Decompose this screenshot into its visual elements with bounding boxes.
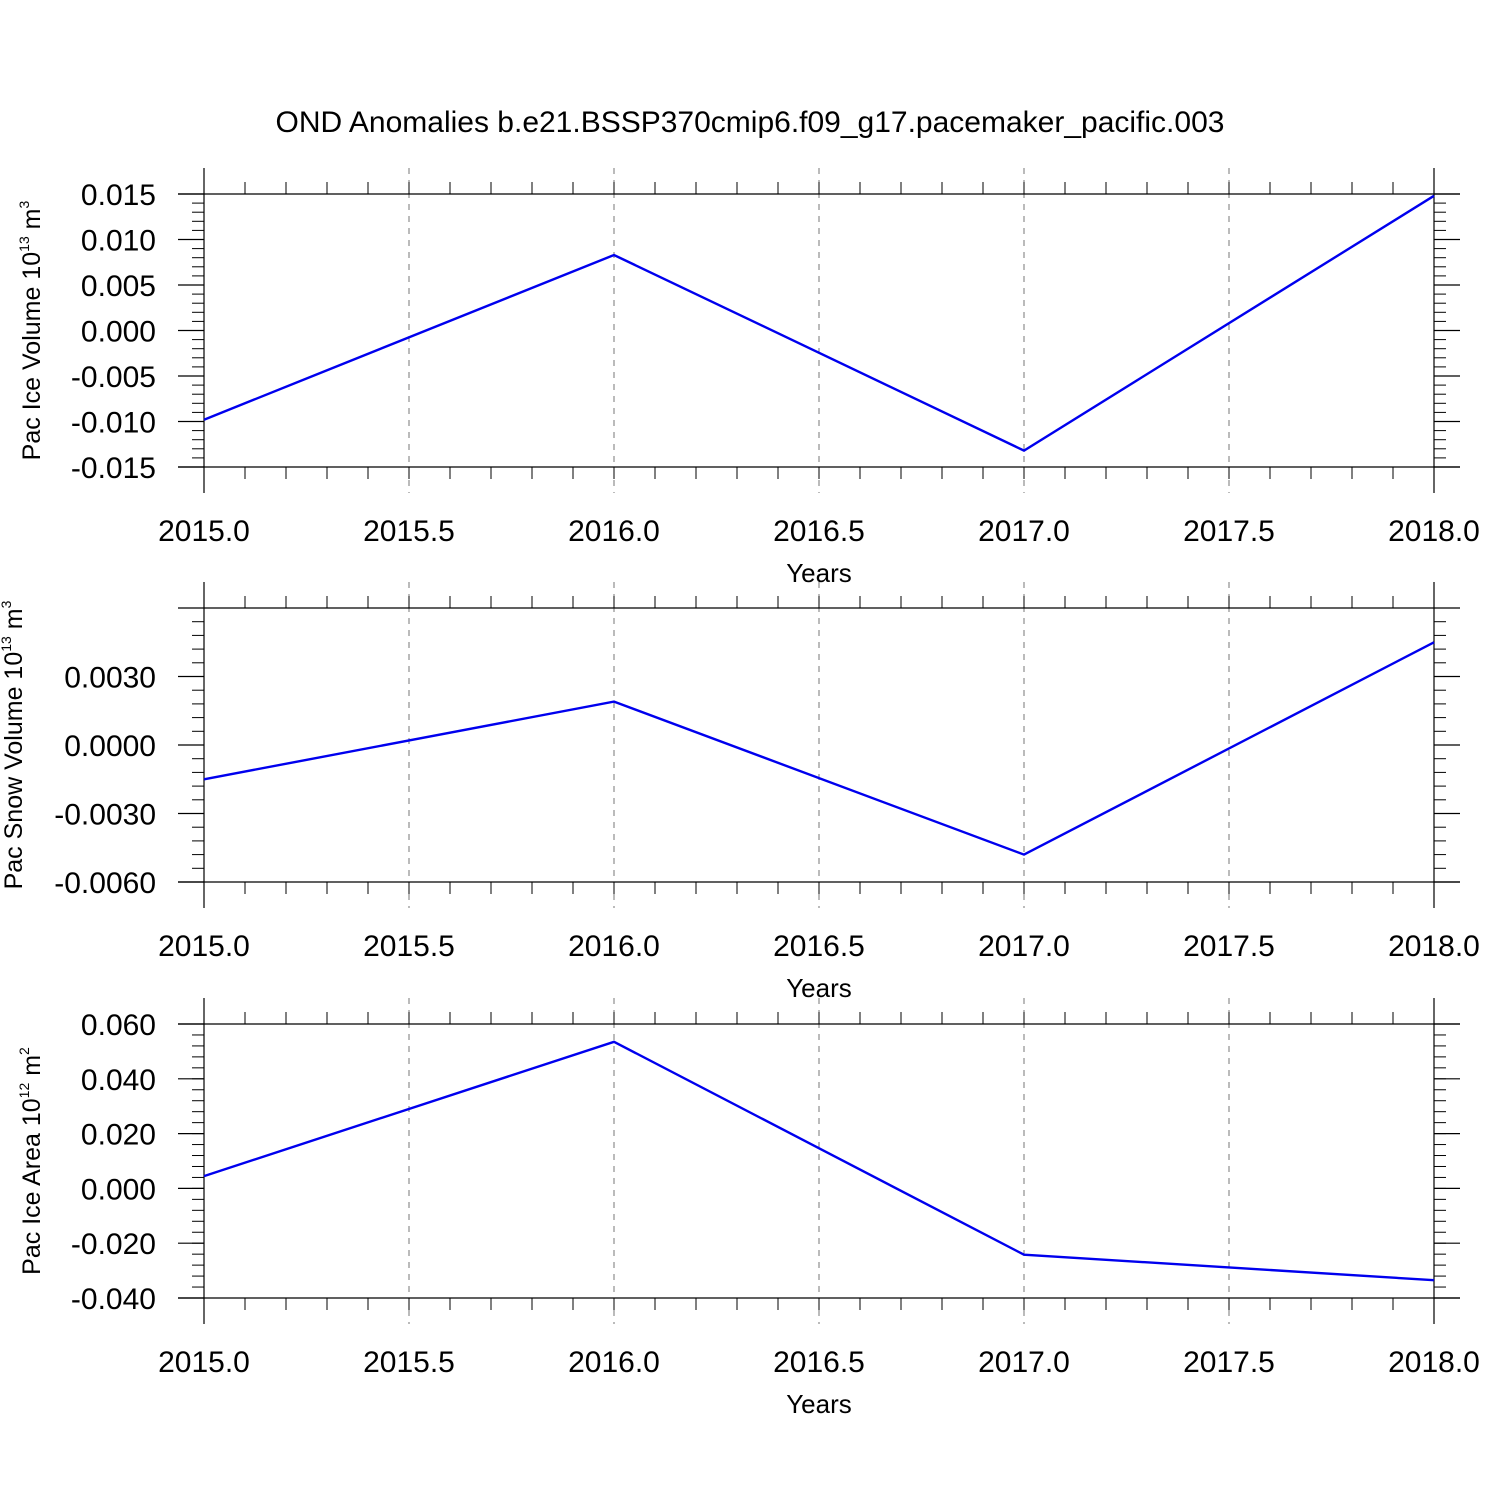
y-tick-label: 0.000	[81, 316, 156, 349]
y-label-prefix: Pac Snow Volume 10	[0, 652, 28, 890]
x-tick-label: 2016.0	[568, 930, 660, 963]
panel-2: -0.0060 -0.0030 0.0000 0.0030 2015.0 2015.5 20…	[0, 582, 1480, 1003]
y-label-unit-exponent: 2	[16, 1047, 32, 1055]
x-tick-label: 2017.5	[1183, 515, 1275, 548]
x-tick-label: 2015.0	[158, 515, 250, 548]
y-tick-label: -0.010	[71, 407, 156, 440]
y-tick-label: 0.0000	[64, 730, 156, 763]
y-tick-label: -0.0060	[54, 867, 156, 900]
series-line	[203, 641, 1435, 856]
x-tick-label: 2016.0	[568, 1346, 660, 1379]
x-tick-label: 2015.5	[363, 1346, 455, 1379]
y-tick-label: 0.000	[81, 1173, 156, 1206]
x-tick-label: 2016.5	[773, 930, 865, 963]
y-label-exponent: 12	[16, 1083, 32, 1099]
y-tick-label: 0.040	[81, 1064, 156, 1097]
y-tick-label: 0.060	[81, 1009, 156, 1042]
y-axis-label: Pac Ice Area 1012 m2	[16, 1047, 46, 1275]
x-tick-label: 2016.5	[773, 1346, 865, 1379]
y-tick-label: 0.010	[81, 225, 156, 258]
y-axis-label: Pac Snow Volume 1013 m3	[0, 600, 28, 889]
x-tick-label: 2017.0	[978, 515, 1070, 548]
y-tick-label: 0.020	[81, 1119, 156, 1152]
x-tick-label: 2017.0	[978, 1346, 1070, 1379]
y-label-exponent: 13	[16, 236, 32, 252]
y-label-unit-exponent: 3	[0, 600, 14, 608]
x-tick-label: 2017.5	[1183, 1346, 1275, 1379]
y-label-unit: m	[18, 208, 46, 236]
x-tick-label: 2016.5	[773, 515, 865, 548]
x-tick-label: 2016.0	[568, 515, 660, 548]
y-label-prefix: Pac Ice Area 10	[18, 1098, 46, 1275]
x-tick-label: 2017.5	[1183, 930, 1275, 963]
y-axis-label: Pac Ice Volume 1013 m3	[16, 200, 46, 460]
figure-title: OND Anomalies b.e21.BSSP370cmip6.f09_g17…	[276, 106, 1225, 139]
x-axis-label: Years	[786, 1389, 852, 1419]
y-tick-label: -0.0030	[54, 799, 156, 832]
x-tick-label: 2015.5	[363, 515, 455, 548]
y-tick-label: -0.020	[71, 1228, 156, 1261]
y-label-exponent: 13	[0, 636, 14, 652]
x-tick-label: 2017.0	[978, 930, 1070, 963]
panel-3: -0.040 -0.020 0.000 0.020 0.040 0.060 2015.0 20…	[16, 998, 1480, 1419]
x-tick-label: 2018.0	[1388, 930, 1480, 963]
y-label-unit-exponent: 3	[16, 200, 32, 208]
x-tick-label: 2015.5	[363, 930, 455, 963]
x-tick-label: 2018.0	[1388, 515, 1480, 548]
y-tick-label: 0.005	[81, 270, 156, 303]
x-tick-label: 2015.0	[158, 1346, 250, 1379]
y-label-prefix: Pac Ice Volume 10	[18, 252, 46, 460]
panel-1: -0.015 -0.010 -0.005 0.000 0.005 0.010 0.015 20…	[16, 168, 1480, 588]
y-tick-label: -0.015	[71, 452, 156, 485]
y-label-unit: m	[0, 608, 28, 636]
panels: -0.015-0.010-0.0050.0000.0050.0100.01520…	[0, 168, 1480, 1419]
x-tick-label: 2018.0	[1388, 1346, 1480, 1379]
y-tick-label: 0.015	[81, 179, 156, 212]
series-line	[203, 1040, 1435, 1282]
y-tick-label: -0.040	[71, 1283, 156, 1316]
y-label-unit: m	[18, 1055, 46, 1083]
x-tick-label: 2015.0	[158, 930, 250, 963]
series-line	[203, 194, 1435, 452]
y-tick-label: 0.0030	[64, 662, 156, 695]
y-tick-label: -0.005	[71, 361, 156, 394]
